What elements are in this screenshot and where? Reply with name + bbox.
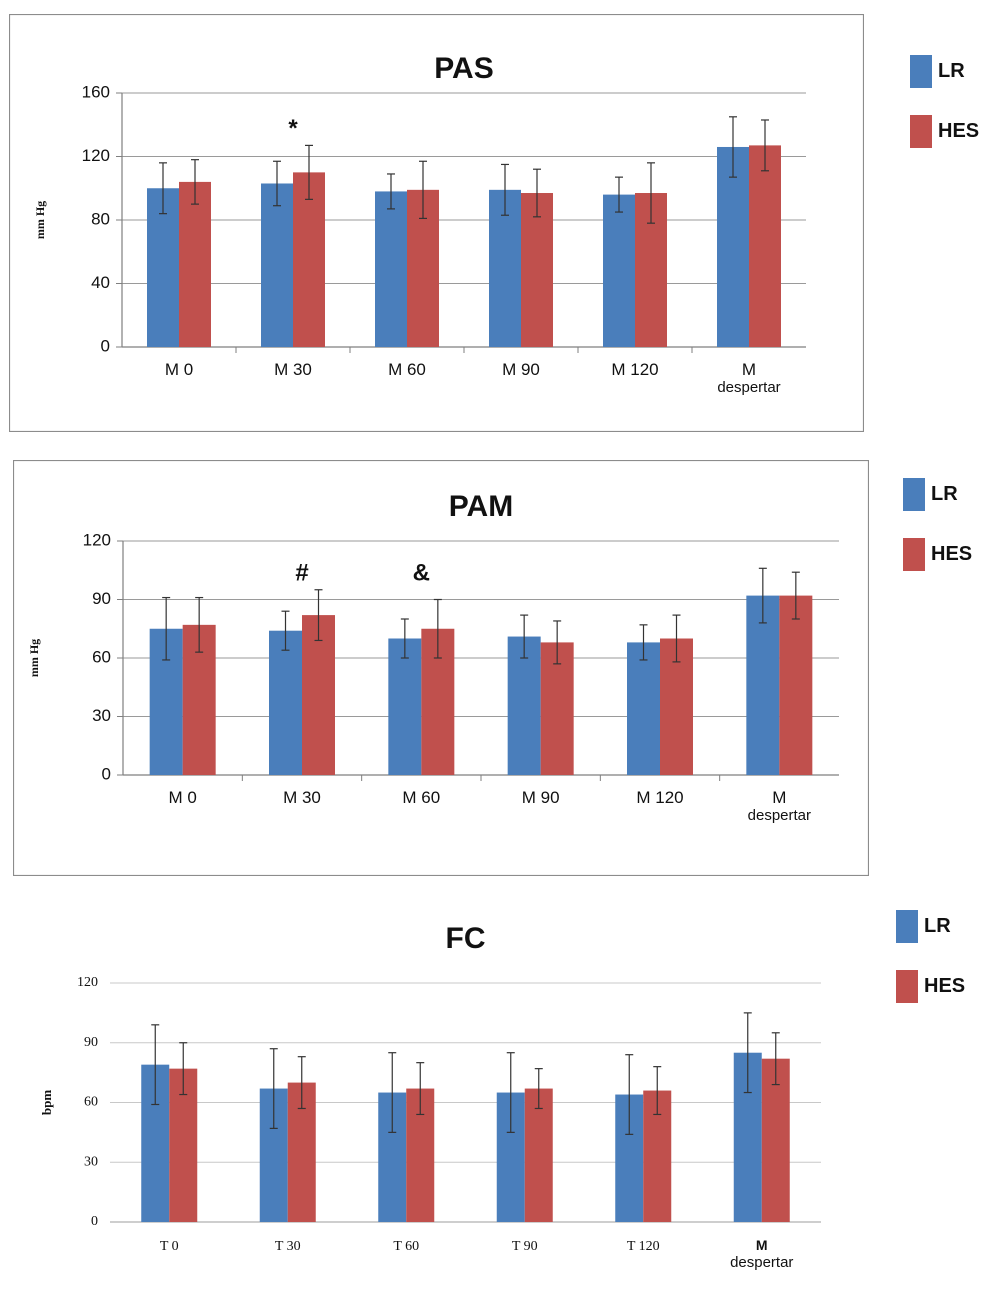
y-tick-label: 60 xyxy=(84,1095,98,1110)
chart-svg-pas: PAS 0 40 80 120 160 mm Hg M 0 M 30 M 60 M 90 M 120 M… xyxy=(9,14,864,432)
x-category-label: despertar xyxy=(748,807,811,824)
bar-hes xyxy=(179,181,211,347)
bar-hes xyxy=(293,172,325,347)
y-tick-label: 0 xyxy=(101,336,110,355)
bar-lr xyxy=(269,630,302,775)
legend-swatch-lr xyxy=(910,55,932,88)
x-category-label: M 30 xyxy=(283,788,321,807)
y-tick-label: 90 xyxy=(92,589,111,608)
y-tick-label: 160 xyxy=(82,82,110,101)
x-category-label: M 90 xyxy=(502,360,540,379)
x-category-label: T 90 xyxy=(512,1239,538,1254)
bar-hes xyxy=(749,145,781,347)
x-category-label: M 60 xyxy=(402,788,440,807)
x-category-label: T 0 xyxy=(160,1239,179,1254)
y-tick-label: 40 xyxy=(91,273,110,292)
x-category-label: M 120 xyxy=(611,360,658,379)
y-tick-label: 0 xyxy=(91,1214,98,1229)
legend-label-hes: HES xyxy=(938,120,980,142)
legend-item-lr: LR xyxy=(903,478,958,511)
chart-title: PAS xyxy=(434,52,493,85)
legend-item-hes: HES xyxy=(896,970,965,1003)
chart-panel-pas: PAS 0 40 80 120 160 mm Hg M 0 M 30 M 60 M 90 M 120 M… xyxy=(9,14,864,432)
y-tick-label: 120 xyxy=(77,975,98,990)
bar-lr xyxy=(261,183,293,347)
x-category-label: despertar xyxy=(717,379,780,396)
x-category-label: M 0 xyxy=(168,788,196,807)
y-axis-label: mm Hg xyxy=(33,201,47,239)
x-category-label: M xyxy=(756,1237,768,1253)
x-category-label: M 60 xyxy=(388,360,426,379)
legend-label-hes: HES xyxy=(924,975,966,997)
chart-svg-fc: FC 0 30 60 90 120 bpm T 0 T 30 T 60 T 90 T 120 Mdesp… xyxy=(39,922,821,1271)
y-tick-label: 0 xyxy=(102,764,111,783)
legend-swatch-lr xyxy=(903,478,925,511)
chart-svg-pam: PAM 0 30 60 90 120 mm Hg M 0 M 30 M 60 M 90 M 120 Md… xyxy=(13,460,869,876)
chart-title: FC xyxy=(446,922,486,955)
x-category-label: T 120 xyxy=(627,1239,660,1254)
legend-item-lr: LR xyxy=(910,55,965,88)
legend-swatch-hes xyxy=(910,115,932,148)
y-axis-label: mm Hg xyxy=(27,639,41,677)
significance-marker: & xyxy=(413,559,430,586)
bar-lr xyxy=(375,191,407,347)
bar-lr xyxy=(507,636,541,775)
y-tick-label: 30 xyxy=(84,1154,98,1169)
legend-label-hes: HES xyxy=(931,543,973,565)
x-category-label: despertar xyxy=(730,1254,793,1271)
bar-hes xyxy=(524,1088,553,1222)
x-category-label: M xyxy=(772,788,786,807)
bar-lr xyxy=(147,188,179,347)
significance-marker: * xyxy=(288,115,298,142)
bar-lr xyxy=(489,189,521,347)
legend-swatch-hes xyxy=(903,538,925,571)
legend-item-hes: HES xyxy=(910,115,979,148)
legend-label-lr: LR xyxy=(931,483,958,505)
bar-lr xyxy=(603,194,635,347)
bar-hes xyxy=(761,1058,790,1222)
y-tick-label: 30 xyxy=(92,706,111,725)
x-category-label: M 0 xyxy=(165,360,193,379)
bar-hes xyxy=(779,595,813,775)
x-category-label: M 90 xyxy=(522,788,560,807)
legend-label-lr: LR xyxy=(938,60,965,82)
x-category-label: T 30 xyxy=(275,1239,301,1254)
bar-lr xyxy=(717,146,749,347)
significance-marker: # xyxy=(295,559,308,586)
legend-label-lr: LR xyxy=(924,915,951,937)
x-category-label: M 120 xyxy=(636,788,683,807)
bar-lr xyxy=(746,595,780,775)
y-tick-label: 120 xyxy=(82,146,110,165)
bar-lr xyxy=(627,642,660,775)
y-tick-label: 80 xyxy=(91,209,110,228)
x-category-label: T 60 xyxy=(393,1239,419,1254)
legend-swatch-hes xyxy=(896,970,918,1003)
bar-hes xyxy=(302,615,335,775)
legend-item-lr: LR xyxy=(896,910,951,943)
legend-swatch-lr xyxy=(896,910,918,943)
x-category-label: M 30 xyxy=(274,360,312,379)
y-tick-label: 90 xyxy=(84,1035,98,1050)
chart-title: PAM xyxy=(449,490,513,523)
bar-lr xyxy=(388,638,422,775)
x-category-label: M xyxy=(742,360,756,379)
bar-hes xyxy=(521,193,553,347)
y-axis-label: bpm xyxy=(39,1090,54,1115)
legend-item-hes: HES xyxy=(903,538,972,571)
y-tick-label: 60 xyxy=(92,647,111,666)
bar-hes xyxy=(540,642,574,775)
y-tick-label: 120 xyxy=(83,530,111,549)
